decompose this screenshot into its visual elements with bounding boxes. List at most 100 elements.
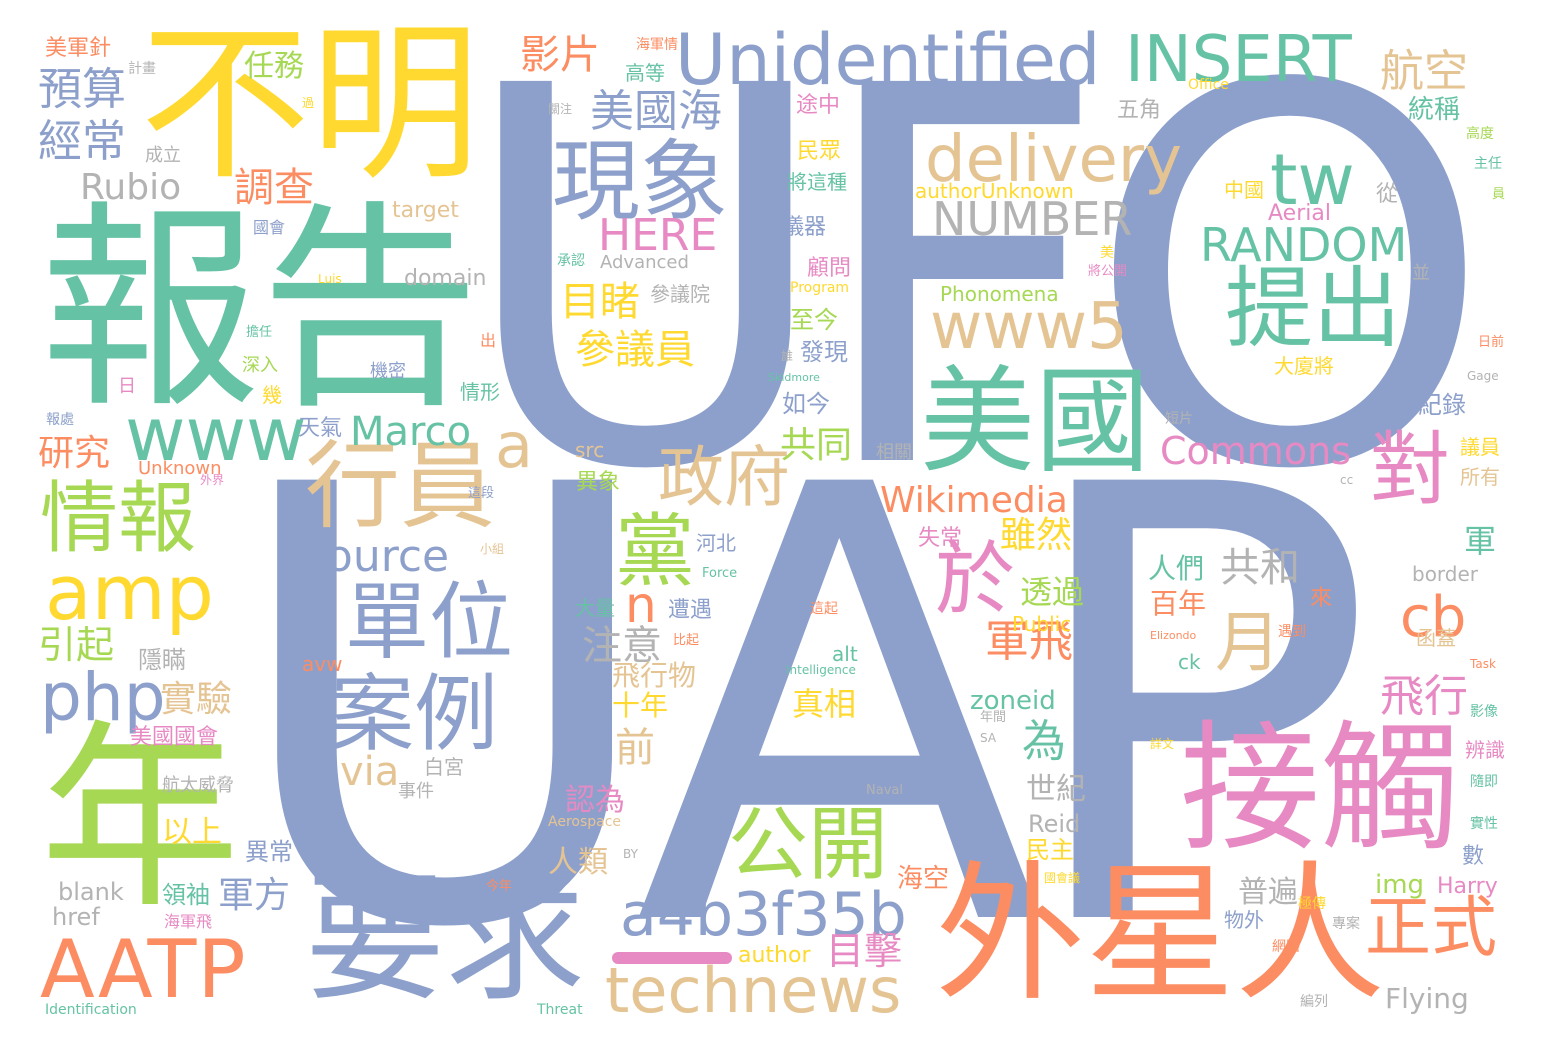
word-height: 高度 — [1466, 126, 1494, 142]
word-ck: ck — [1178, 650, 1201, 674]
word-congress-meeting: 國會議 — [1044, 871, 1081, 885]
word-us-small: 美 — [1100, 245, 1114, 261]
word-conceal: 隱瞞 — [138, 646, 186, 674]
word-allocate: 編列 — [1300, 994, 1328, 1010]
word-intel-office: 報處 — [46, 412, 74, 428]
word-www5: www5 — [930, 290, 1128, 364]
word-collectively: 統稱 — [1408, 95, 1461, 125]
word-href: href — [52, 903, 100, 931]
word-www: www — [125, 392, 307, 478]
word-img: img — [1375, 870, 1425, 900]
word-this-kind: 將這種 — [787, 170, 847, 194]
word-all: 所有 — [1460, 465, 1500, 489]
word-will-publish: 將公開 — [1088, 264, 1128, 279]
word-member: 員 — [1492, 187, 1506, 202]
word-advanced-cn: 高等 — [625, 61, 665, 85]
word-flight: 飛行 — [1380, 671, 1468, 722]
word-author: author — [738, 943, 811, 968]
word-unidentified: Unidentified — [675, 19, 1101, 101]
word-elizondo: Elizondo — [1150, 629, 1197, 642]
word-clip: 短片 — [1165, 411, 1193, 427]
word-zoneid: zoneid — [970, 686, 1056, 716]
word-believe: 認為 — [565, 783, 625, 818]
word-network: 網路 — [1272, 939, 1300, 955]
word-witness: 目睹 — [560, 279, 640, 325]
word-instrument: 儀器 — [782, 215, 827, 240]
word-lawmaker: 議員 — [1460, 435, 1500, 459]
word-border: border — [1412, 562, 1479, 586]
word-harry: Harry — [1437, 874, 1498, 899]
word-intelligence-cn: 情報 — [40, 474, 197, 564]
word-encounter: 遭遇 — [668, 598, 713, 623]
word-reid: Reid — [1028, 810, 1081, 838]
word-century: 百年 — [1150, 587, 1207, 620]
word-pentagon-will: 大廈將 — [1274, 354, 1334, 378]
word-military: 軍方 — [218, 875, 291, 916]
word-public: 公開 — [728, 798, 888, 891]
word-navy-flight: 海軍飛 — [164, 912, 213, 931]
word-via: via — [340, 749, 400, 795]
word-classified: 機密 — [370, 361, 406, 382]
word-research: 研究 — [38, 433, 111, 474]
word-source: Source — [298, 531, 450, 582]
word-rubio: Rubio — [80, 167, 182, 208]
word-military-flight: 軍飛 — [985, 616, 1073, 667]
word-office: Office — [1188, 77, 1229, 93]
word-us-congress: 美國國會 — [130, 725, 219, 750]
word-target: target — [392, 198, 459, 223]
word-delivery: delivery — [925, 123, 1182, 197]
word-formal: 正式 — [1365, 889, 1497, 966]
word-republican: 共和 — [1220, 545, 1300, 591]
word-senator: 參議員 — [575, 327, 695, 373]
word-hebei: 河北 — [696, 531, 736, 555]
word-advisor: 顧問 — [807, 256, 852, 281]
word-public-people: 民眾 — [797, 139, 842, 164]
word-unit: 單位 — [345, 573, 514, 671]
word-serve: 擔任 — [246, 325, 273, 340]
word-at: 於 — [935, 533, 1015, 626]
word-aero-threat: 航太威脅 — [162, 775, 234, 796]
word-pentagon: 五角 — [1117, 98, 1162, 123]
word-usa: 美國 — [920, 355, 1151, 489]
word-attention: 關注 — [548, 102, 573, 116]
word-alt: alt — [832, 642, 858, 666]
word-toward: 對 — [1370, 423, 1450, 516]
word-investigate: 調查 — [234, 165, 314, 211]
word-leader: 領袖 — [162, 881, 210, 909]
word-incident: 事件 — [398, 781, 434, 802]
word-objects: Objects — [740, 772, 846, 805]
word-pass: 過 — [302, 96, 315, 110]
word-identification: Identification — [45, 1002, 137, 1018]
word-phenomenon: 現象 — [552, 130, 729, 233]
word-luis: Luis — [318, 272, 342, 286]
word-who: 誰 — [781, 349, 794, 363]
word-years: 年間 — [980, 710, 1007, 725]
word-aatp: AATP — [40, 923, 247, 1016]
word-program: Program — [790, 280, 850, 296]
word-public-en: Public — [1012, 612, 1072, 636]
word-flying: Flying — [1385, 982, 1469, 1015]
word-unknown-cn: 不明 — [140, 6, 481, 204]
word-anomaly: 異象 — [576, 470, 621, 495]
word-this-year: 今年 — [486, 879, 513, 894]
word-marco: Marco — [350, 409, 472, 455]
word-from: 從 — [1376, 182, 1399, 207]
word-white-house: 白宮 — [424, 755, 464, 779]
word-senate: 參議院 — [650, 282, 710, 306]
word-request: 要求 — [305, 858, 586, 1021]
word-a: a — [495, 409, 533, 482]
word-commons: Commons — [1160, 429, 1351, 473]
word-and: 並 — [1412, 263, 1430, 284]
word-detailed: 詳文 — [1150, 737, 1175, 751]
word-sa: SA — [980, 731, 997, 745]
word-crew: 行員 — [305, 432, 496, 542]
word-experiment: 實驗 — [160, 679, 233, 720]
word-several: 幾 — [262, 383, 282, 407]
word-blank: blank — [58, 878, 124, 906]
word-this-event: 這起 — [810, 601, 838, 617]
word-alien: 外星人 — [935, 848, 1386, 1022]
word-together: 共同 — [780, 425, 853, 466]
word-submit: 提出 — [1225, 257, 1402, 360]
word-aerial: Aerial — [1268, 201, 1331, 226]
